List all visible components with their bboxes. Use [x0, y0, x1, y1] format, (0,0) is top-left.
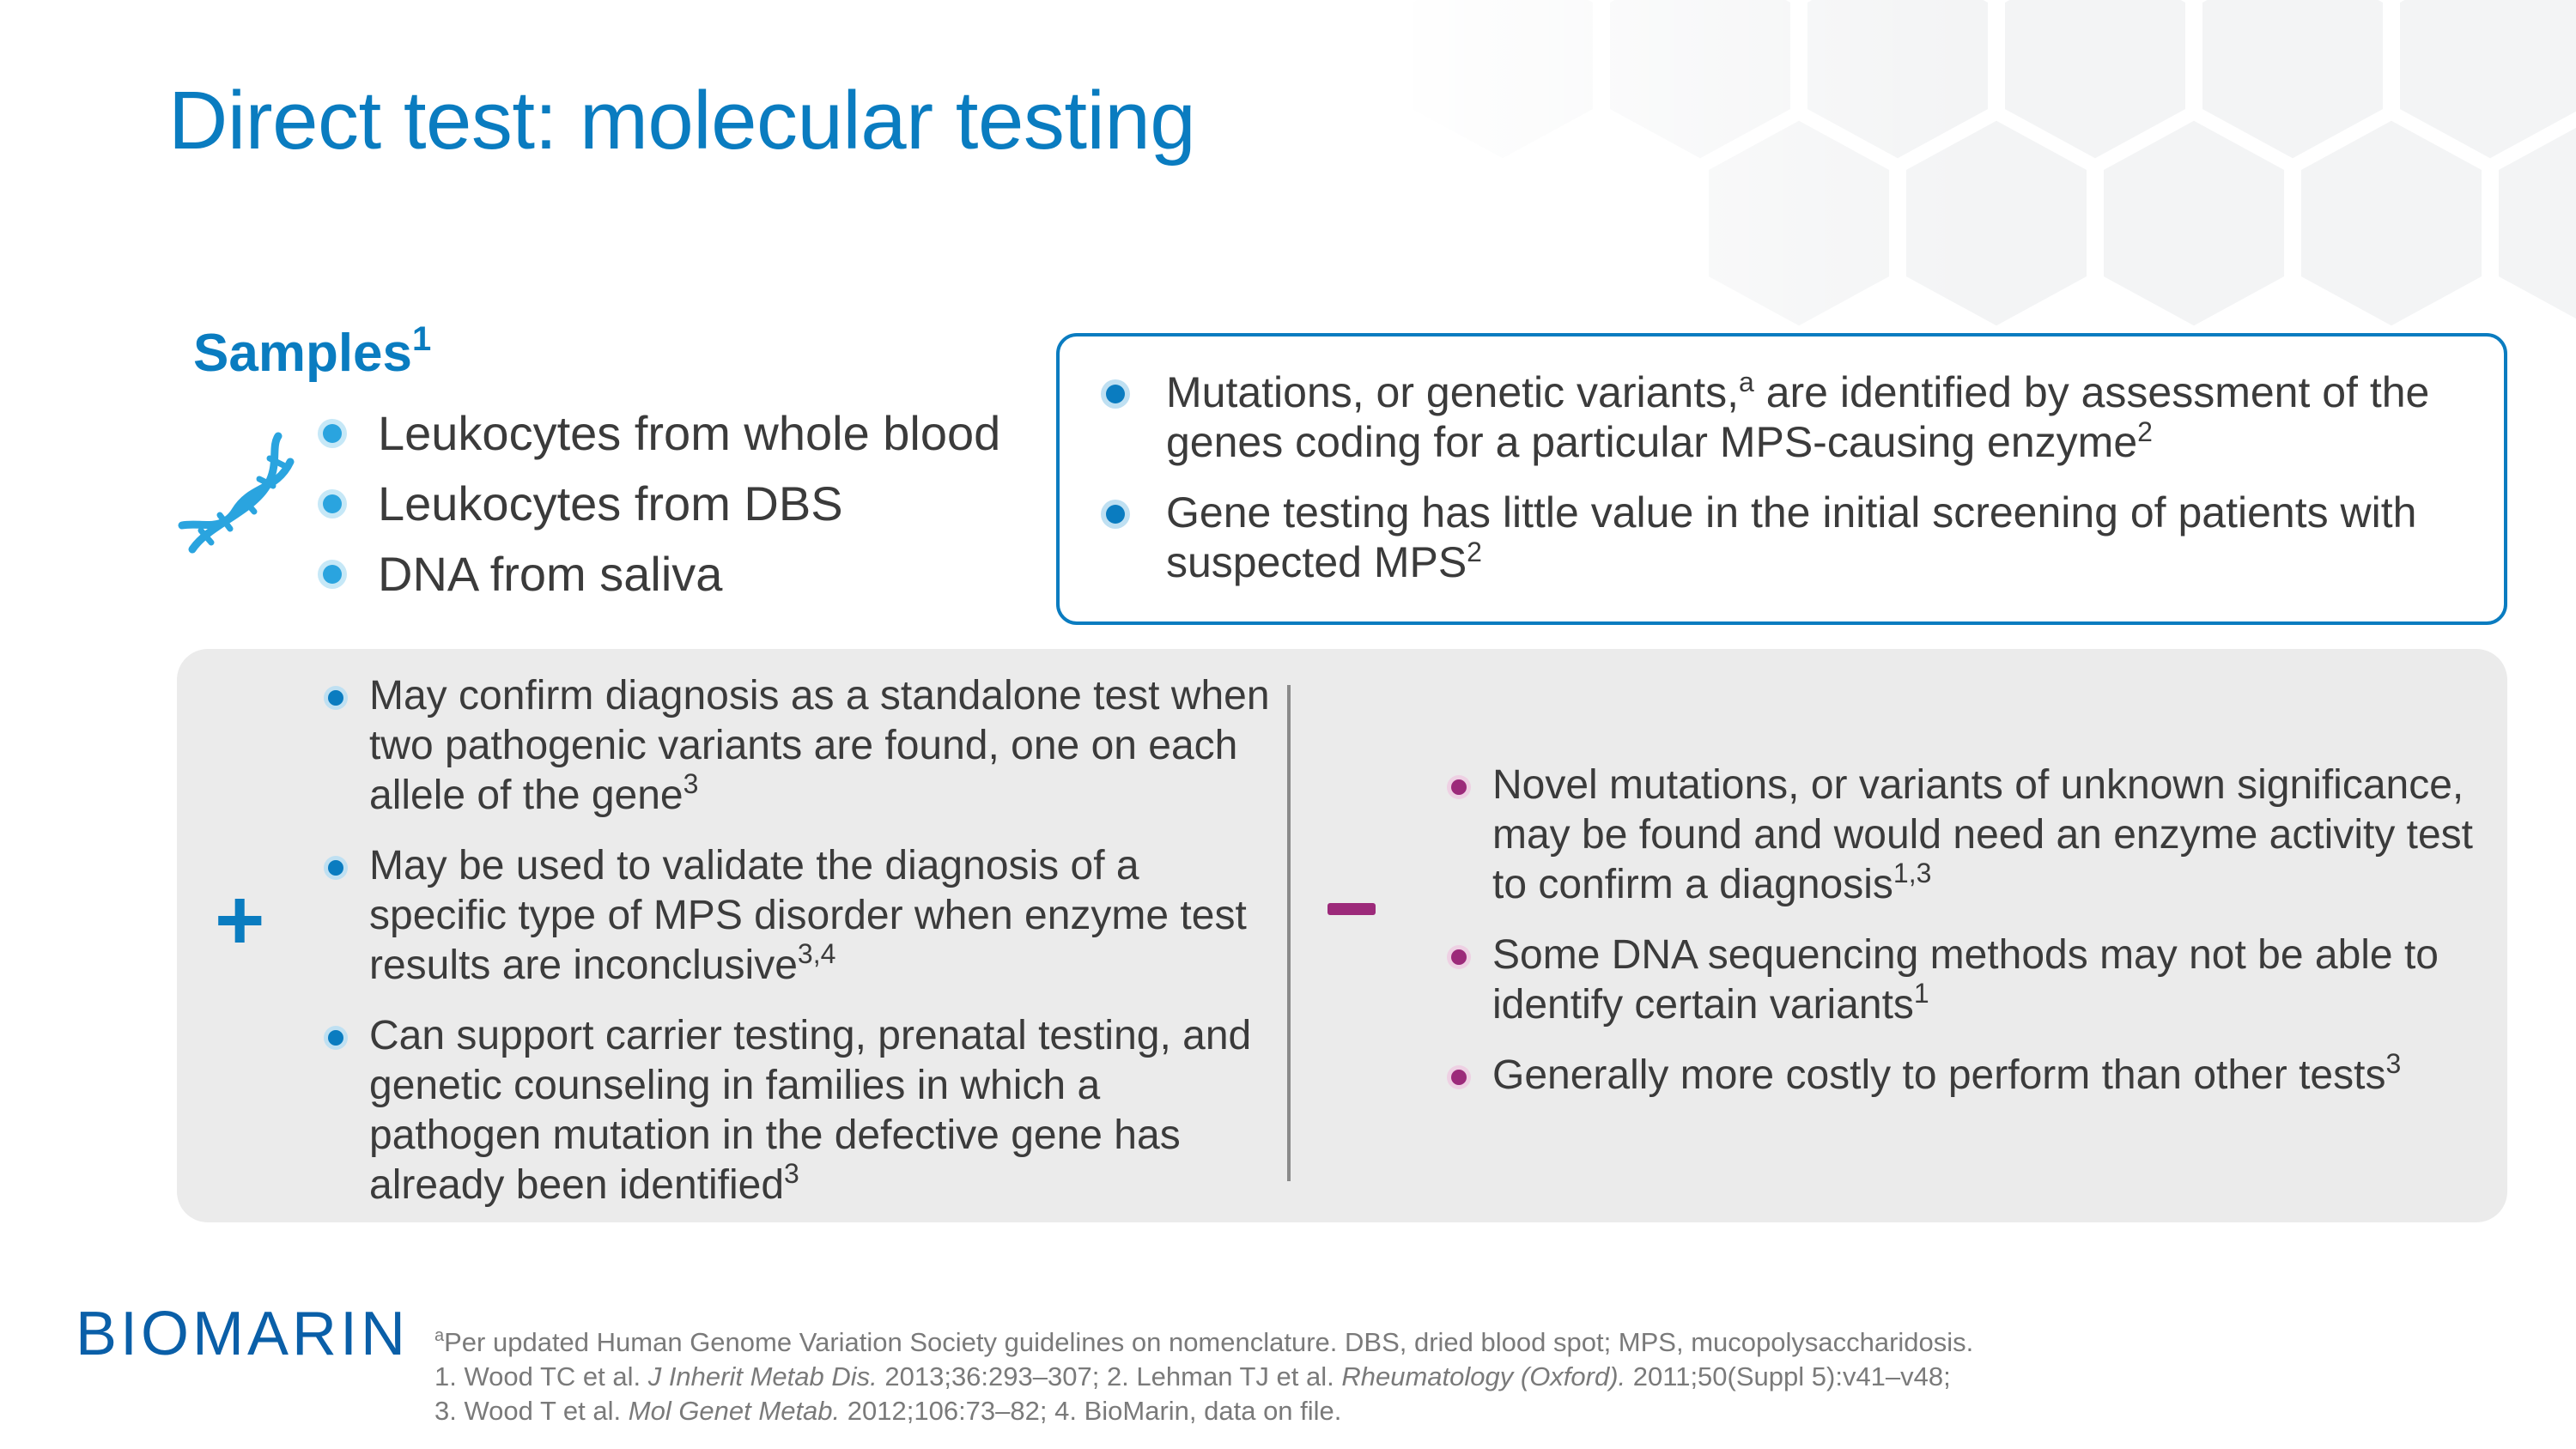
- footnote-ref: 3: [2385, 1048, 2402, 1079]
- pro-text: Can support carrier testing, prenatal te…: [369, 1013, 1252, 1208]
- pros-list: May confirm diagnosis as a standalone te…: [328, 671, 1271, 1231]
- bullet-dot-icon: [328, 860, 343, 876]
- sample-text: DNA from saliva: [378, 547, 723, 601]
- footnote-ref: a: [1739, 367, 1754, 397]
- bullet-dot-icon: [328, 1030, 343, 1046]
- journal-name: J Inherit Metab Dis.: [647, 1361, 878, 1391]
- bullet-dot-icon: [1106, 385, 1125, 403]
- samples-heading-ref: 1: [412, 320, 432, 358]
- info-list: Mutations, or genetic variants,a are ide…: [1106, 367, 2488, 608]
- con-text: Novel mutations, or variants of unknown …: [1492, 762, 2474, 907]
- info-text: Mutations, or genetic variants,: [1166, 368, 1739, 416]
- minus-icon: [1327, 903, 1376, 915]
- footnote-ref: 1: [1913, 978, 1929, 1009]
- logo-text: BIOMARIN: [76, 1303, 409, 1363]
- footnote-ref: 3,4: [797, 938, 836, 969]
- info-text: are identified by assessment of the gene…: [1166, 368, 2430, 466]
- bullet-dot-icon: [323, 565, 342, 584]
- list-item: Leukocytes from DBS: [318, 469, 1000, 539]
- list-item: May confirm diagnosis as a standalone te…: [328, 671, 1271, 821]
- info-text: Gene testing has little value in the ini…: [1166, 488, 2417, 586]
- hexagon-pattern-background: [1374, 0, 2576, 361]
- info-box: Mutations, or genetic variants,a are ide…: [1056, 333, 2507, 625]
- samples-heading-text: Samples: [193, 324, 413, 383]
- reference-text: 3. Wood T et al.: [434, 1396, 629, 1426]
- pros-cons-panel: [177, 649, 2507, 1222]
- bullet-dot-icon: [1451, 779, 1467, 795]
- bullet-dot-icon: [1106, 505, 1125, 524]
- list-item: Some DNA sequencing methods may not be a…: [1451, 931, 2480, 1030]
- list-item: Can support carrier testing, prenatal te…: [328, 1011, 1271, 1210]
- con-text: Generally more costly to perform than ot…: [1492, 1052, 2386, 1098]
- reference-line: 3. Wood T et al. Mol Genet Metab. 2012;1…: [434, 1394, 1973, 1428]
- bullet-dot-icon: [328, 690, 343, 706]
- bullet-dot-icon: [1451, 1070, 1467, 1085]
- reference-line: 1. Wood TC et al. J Inherit Metab Dis. 2…: [434, 1360, 1973, 1394]
- list-item: Generally more costly to perform than ot…: [1451, 1048, 2480, 1100]
- sample-text: Leukocytes from DBS: [378, 476, 843, 530]
- slide-title: Direct test: molecular testing: [168, 75, 1196, 167]
- footnote-marker: a: [434, 1326, 445, 1345]
- panel-divider: [1287, 685, 1291, 1181]
- list-item: DNA from saliva: [318, 539, 1000, 609]
- plus-icon: +: [215, 872, 265, 968]
- reference-text: 2012;106:73–82; 4. BioMarin, data on fil…: [840, 1396, 1342, 1426]
- list-item: Mutations, or genetic variants,a are ide…: [1106, 367, 2488, 467]
- pro-text: May confirm diagnosis as a standalone te…: [369, 673, 1270, 818]
- con-text: Some DNA sequencing methods may not be a…: [1492, 932, 2439, 1028]
- cons-list: Novel mutations, or variants of unknown …: [1451, 761, 2480, 1121]
- footnote-text: Per updated Human Genome Variation Socie…: [444, 1327, 1974, 1357]
- footnote-ref: 1,3: [1893, 858, 1932, 888]
- footnotes: aPer updated Human Genome Variation Soci…: [434, 1325, 1973, 1428]
- samples-list: Leukocytes from whole blood Leukocytes f…: [318, 398, 1000, 609]
- bullet-dot-icon: [323, 424, 342, 443]
- reference-text: 2011;50(Suppl 5):v41–v48;: [1625, 1361, 1951, 1391]
- reference-text: 2013;36:293–307; 2. Lehman TJ et al.: [877, 1361, 1342, 1391]
- footnote-ref: 3: [683, 768, 699, 799]
- bullet-dot-icon: [1451, 949, 1467, 965]
- footnote-ref: 2: [2137, 416, 2153, 447]
- samples-heading: Samples1: [193, 320, 432, 384]
- bullet-dot-icon: [323, 494, 342, 513]
- dna-helix-icon: [178, 432, 295, 554]
- footnote-line: aPer updated Human Genome Variation Soci…: [434, 1325, 1973, 1360]
- list-item: Gene testing has little value in the ini…: [1106, 488, 2488, 587]
- list-item: Novel mutations, or variants of unknown …: [1451, 761, 2480, 910]
- list-item: Leukocytes from whole blood: [318, 398, 1000, 469]
- footnote-ref: 2: [1467, 537, 1482, 567]
- list-item: May be used to validate the diagnosis of…: [328, 841, 1271, 991]
- sample-text: Leukocytes from whole blood: [378, 406, 1001, 460]
- journal-name: Mol Genet Metab.: [628, 1396, 841, 1426]
- reference-text: 1. Wood TC et al.: [434, 1361, 648, 1391]
- footnote-ref: 3: [784, 1158, 799, 1189]
- journal-name: Rheumatology (Oxford).: [1341, 1361, 1626, 1391]
- pro-text: May be used to validate the diagnosis of…: [369, 843, 1247, 988]
- biomarin-logo: BIOMARIN: [76, 1303, 409, 1363]
